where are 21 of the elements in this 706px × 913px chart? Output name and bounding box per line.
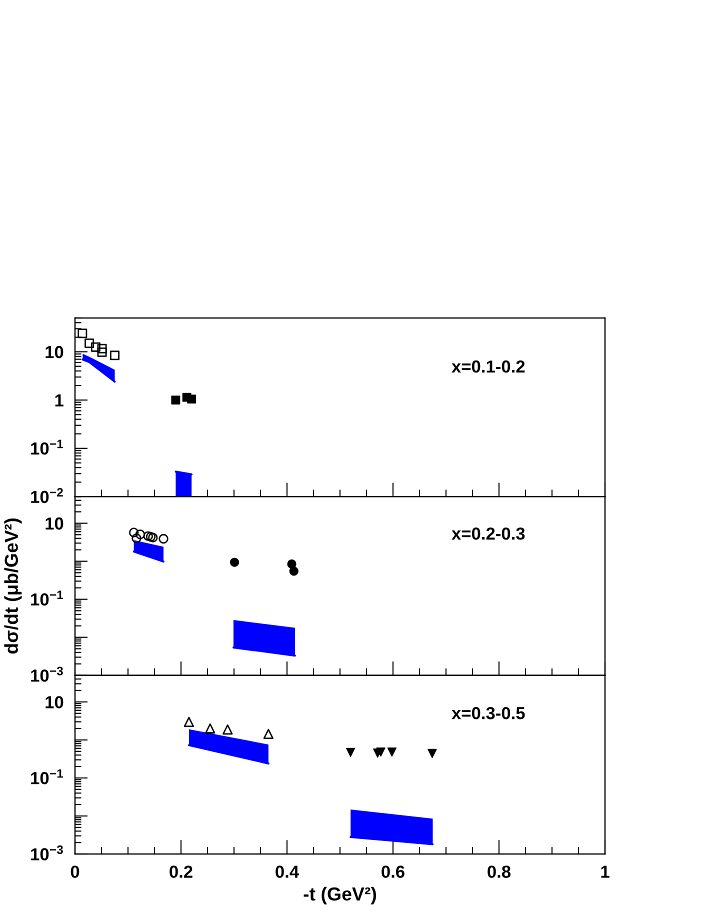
y-tick-label: 10 [46, 346, 64, 358]
y-tick-label: 1 [55, 394, 64, 406]
annotation: x=0.2-0.3 [452, 527, 525, 540]
y-tick-label: 10$^{−3}$ [31, 666, 63, 682]
x-tick-label: 0.2 [170, 866, 192, 878]
x-tick-label: 0.6 [382, 866, 404, 878]
y-tick-label: 10$^{−1}$ [31, 440, 64, 455]
annotation: x=0.3-0.5 [452, 707, 525, 720]
y-tick-label: 10$^{−1}$ [31, 769, 64, 784]
x-tick-label: 0.8 [488, 866, 511, 878]
annotation: x=0.1-0.2 [452, 360, 525, 373]
y-tick-label: 10 [46, 517, 64, 530]
x-tick-label: 0.4 [276, 866, 299, 878]
y-tick-label: 10$^{−2}$ [31, 488, 63, 504]
y-tick-label: 10$^{−1}$ [31, 590, 64, 606]
y-axis-title: dσ/dt (μb/GeV²) [4, 518, 22, 654]
x-tick-label: 0 [70, 866, 80, 878]
x-axis-title: -t (GeV²) [304, 886, 376, 904]
y-tick-label: 10 [46, 696, 64, 708]
y-tick-label: 10$^{−3}$ [31, 845, 63, 860]
x-tick-label: 1 [601, 866, 610, 878]
